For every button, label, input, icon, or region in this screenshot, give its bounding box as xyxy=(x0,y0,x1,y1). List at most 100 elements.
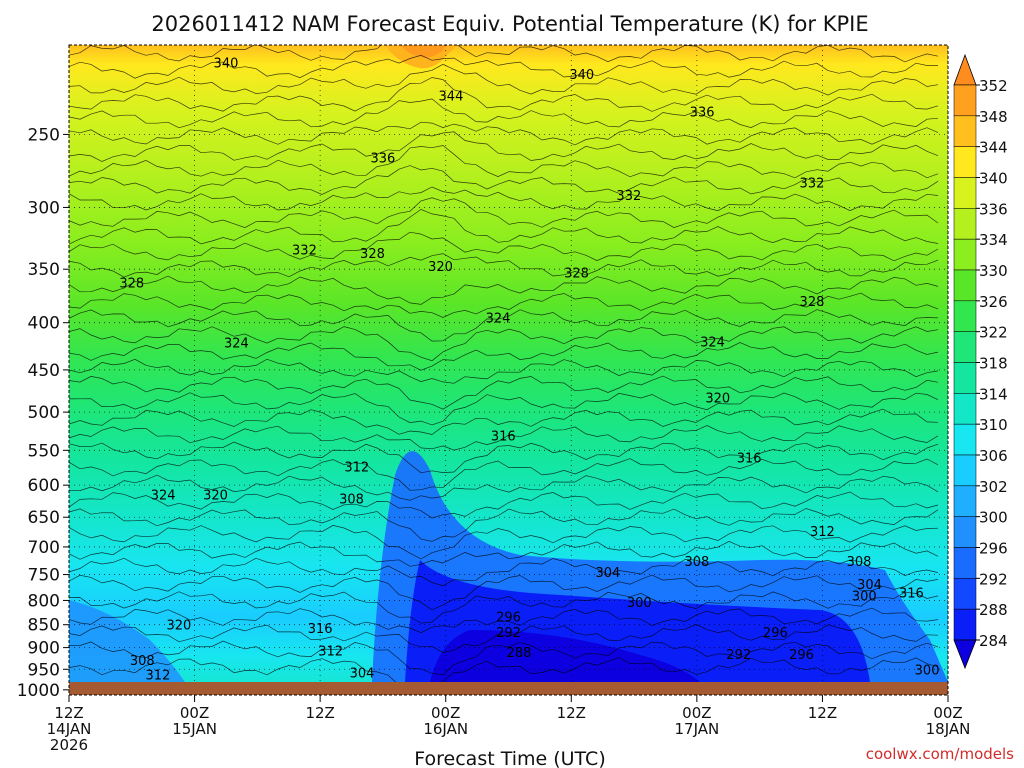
x-tick-label: 15JAN xyxy=(172,720,217,738)
x-tick-label: 17JAN xyxy=(674,720,719,738)
colorbar-swatch xyxy=(953,454,977,487)
colorbar-label: 352 xyxy=(979,77,1008,95)
contour-label: 332 xyxy=(800,177,825,192)
y-tick-label: 700 xyxy=(28,538,60,558)
isoline xyxy=(69,525,939,560)
colorbar-swatch xyxy=(953,269,977,302)
x-tick-label: 00Z xyxy=(431,704,460,722)
contour-label: 292 xyxy=(726,648,751,663)
colorbar-label: 302 xyxy=(979,478,1008,496)
contour-label: 308 xyxy=(847,555,872,570)
y-tick-label: 550 xyxy=(28,441,60,461)
cold-dome-deep xyxy=(430,630,700,682)
contour-label: 320 xyxy=(166,619,191,634)
colorbar: 352 348 344 340 336 334 330 326 322 318 314 310 306 3… xyxy=(953,53,1008,670)
colorbar-swatch xyxy=(953,547,977,579)
isoline xyxy=(69,145,939,179)
colorbar-swatch xyxy=(953,423,977,456)
colorbar-swatch xyxy=(953,238,977,271)
isoline xyxy=(69,392,939,426)
isoline xyxy=(69,607,939,634)
x-tick-label: 00Z xyxy=(682,704,711,722)
isoline xyxy=(69,408,939,435)
colorbar-label: 336 xyxy=(979,200,1008,218)
colorbar-label: 344 xyxy=(979,139,1008,157)
contour-label: 308 xyxy=(684,555,709,570)
grid xyxy=(69,45,948,695)
colorbar-extend-top xyxy=(953,53,977,86)
colorbar-label: 348 xyxy=(979,108,1008,126)
isoline xyxy=(69,165,939,195)
x-axis-label: Forecast Time (UTC) xyxy=(414,748,605,768)
y-tick-label: 400 xyxy=(28,314,60,334)
contour-label: 328 xyxy=(119,277,144,292)
contour-label: 328 xyxy=(360,247,385,262)
contour-label: 332 xyxy=(616,189,641,204)
colorbar-label: 326 xyxy=(979,293,1008,311)
colorbar-swatch xyxy=(953,393,977,425)
contour-label: 304 xyxy=(595,566,620,581)
x-tick-label: 12Z xyxy=(557,704,586,722)
isoline xyxy=(69,275,939,305)
contour-label: 308 xyxy=(130,654,155,669)
colorbar-label: 300 xyxy=(979,509,1008,527)
chart-title: 2026011412 NAM Forecast Equiv. Potential… xyxy=(151,12,868,36)
y-tick-label: 850 xyxy=(28,616,60,636)
y-tick-label: 900 xyxy=(28,639,60,659)
x-tick-label: 12Z xyxy=(305,704,334,722)
contour-label: 344 xyxy=(439,90,464,105)
colorbar-label: 306 xyxy=(979,447,1008,465)
colorbar-label: 296 xyxy=(979,540,1008,558)
colorbar-label: 318 xyxy=(979,355,1008,373)
credit-text: coolwx.com/models xyxy=(866,745,1014,763)
contour-label: 332 xyxy=(292,243,317,258)
colorbar-swatch xyxy=(953,177,977,209)
y-tick-label: 1000 xyxy=(17,681,60,701)
contour-label: 336 xyxy=(371,152,396,167)
y-tick-label: 250 xyxy=(28,125,60,145)
colorbar-swatch xyxy=(953,362,977,394)
isolines xyxy=(69,45,939,689)
warm-core-inner xyxy=(400,45,447,58)
isoline xyxy=(69,54,939,79)
y-tick-label: 600 xyxy=(28,476,60,496)
isoline xyxy=(69,209,939,245)
colorbar-swatch xyxy=(953,516,977,548)
contour-label: 340 xyxy=(569,68,594,83)
isoline xyxy=(69,326,939,362)
contour-label: 320 xyxy=(705,391,730,406)
contour-label: 324 xyxy=(486,312,511,327)
x-tick-label: 16JAN xyxy=(423,720,468,738)
y-tick-label: 300 xyxy=(28,198,60,218)
colorbar-label: 314 xyxy=(979,385,1008,403)
x-tick-label: 2026 xyxy=(50,736,88,754)
colorbar-label: 330 xyxy=(979,262,1008,280)
isoline xyxy=(69,640,939,675)
isoline xyxy=(69,121,939,146)
y-tick-label: 650 xyxy=(28,508,60,528)
colorbar-swatch xyxy=(953,485,977,517)
isoline xyxy=(69,63,939,96)
isoline xyxy=(69,425,939,451)
isoline xyxy=(69,186,939,212)
isoline xyxy=(69,624,939,653)
colorbar-swatch xyxy=(953,331,977,363)
isoline xyxy=(69,591,939,624)
colorbar-label: 322 xyxy=(979,324,1008,342)
contour-label: 328 xyxy=(564,267,589,282)
isoline xyxy=(69,441,939,474)
contour-label: 296 xyxy=(789,648,814,663)
x-tick-label: 00Z xyxy=(933,704,962,722)
colorbar-swatch xyxy=(953,300,977,332)
isoline xyxy=(69,292,939,318)
isoline xyxy=(69,375,939,410)
left-cold-pool xyxy=(69,600,185,682)
contour-label: 316 xyxy=(308,622,333,637)
x-tick-label: 18JAN xyxy=(926,720,971,738)
isoline xyxy=(69,231,939,262)
isoline xyxy=(69,131,939,162)
colorbar-swatch xyxy=(953,146,977,178)
contour-label: 304 xyxy=(350,667,375,682)
contour-label: 308 xyxy=(339,492,364,507)
